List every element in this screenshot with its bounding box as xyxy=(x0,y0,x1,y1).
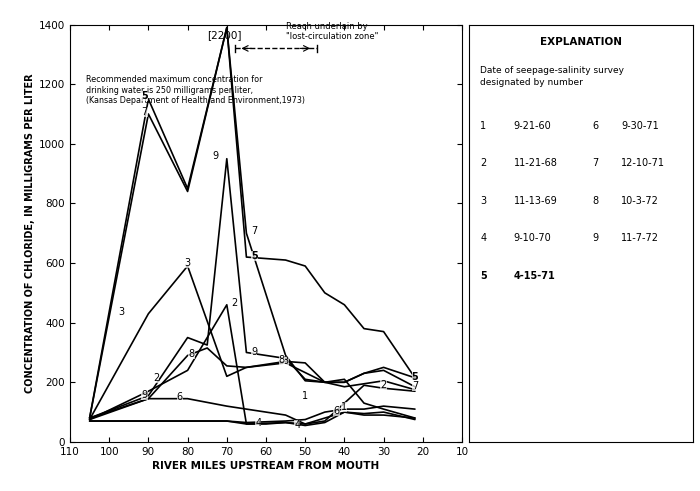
Text: 3: 3 xyxy=(185,258,190,268)
Text: 7: 7 xyxy=(592,158,598,168)
Text: 1: 1 xyxy=(480,121,486,131)
Text: 1: 1 xyxy=(302,391,308,401)
Text: Reach underlain by
"lost-circulation zone": Reach underlain by "lost-circulation zon… xyxy=(286,22,378,41)
X-axis label: RIVER MILES UPSTREAM FROM MOUTH: RIVER MILES UPSTREAM FROM MOUTH xyxy=(153,461,379,471)
Text: Recommended maximum concentration for
drinking water is 250 milligrams per liter: Recommended maximum concentration for dr… xyxy=(85,75,304,105)
Text: 3: 3 xyxy=(118,307,124,317)
Text: 7: 7 xyxy=(141,108,148,117)
Text: 9: 9 xyxy=(251,347,258,356)
Text: 7: 7 xyxy=(412,381,418,391)
Text: 1: 1 xyxy=(342,402,347,412)
Text: 8: 8 xyxy=(592,196,598,206)
Text: 9-30-71: 9-30-71 xyxy=(622,121,659,131)
Text: 3: 3 xyxy=(480,196,486,206)
Text: [2200]: [2200] xyxy=(208,30,242,41)
Text: EXPLANATION: EXPLANATION xyxy=(540,37,622,47)
Text: 3: 3 xyxy=(283,356,288,366)
Text: 2: 2 xyxy=(381,380,386,390)
Text: 2: 2 xyxy=(232,298,238,308)
Text: 9-21-60: 9-21-60 xyxy=(514,121,552,131)
Text: 5: 5 xyxy=(251,250,258,261)
Text: 4: 4 xyxy=(255,418,261,428)
Text: 2: 2 xyxy=(480,158,486,168)
Text: 4: 4 xyxy=(480,233,486,243)
Text: 4-15-71: 4-15-71 xyxy=(514,271,556,281)
Text: 11-7-72: 11-7-72 xyxy=(622,233,659,243)
Text: 9: 9 xyxy=(592,233,598,243)
Text: 2: 2 xyxy=(153,373,160,383)
Y-axis label: CONCENTRATION OF CHLORIDE, IN MILLIGRAMS PER LITER: CONCENTRATION OF CHLORIDE, IN MILLIGRAMS… xyxy=(25,74,35,393)
Text: 10-3-72: 10-3-72 xyxy=(622,196,659,206)
Text: 6: 6 xyxy=(176,392,183,402)
Text: 6: 6 xyxy=(333,406,340,416)
Text: 9: 9 xyxy=(212,151,218,161)
Text: Date of seepage-salinity survey
designated by number: Date of seepage-salinity survey designat… xyxy=(480,66,624,87)
Text: 11-13-69: 11-13-69 xyxy=(514,196,557,206)
Text: 8: 8 xyxy=(279,355,285,365)
Text: 5: 5 xyxy=(480,271,487,281)
Text: 7: 7 xyxy=(251,226,258,236)
Text: 6: 6 xyxy=(592,121,598,131)
Text: 4: 4 xyxy=(294,420,300,430)
Text: 11-21-68: 11-21-68 xyxy=(514,158,558,168)
Text: 5: 5 xyxy=(412,372,419,382)
Text: 12-10-71: 12-10-71 xyxy=(622,158,665,168)
Text: 5: 5 xyxy=(141,91,148,101)
Text: 9-10-70: 9-10-70 xyxy=(514,233,552,243)
Text: 8: 8 xyxy=(188,349,195,359)
Text: 9: 9 xyxy=(141,390,148,400)
